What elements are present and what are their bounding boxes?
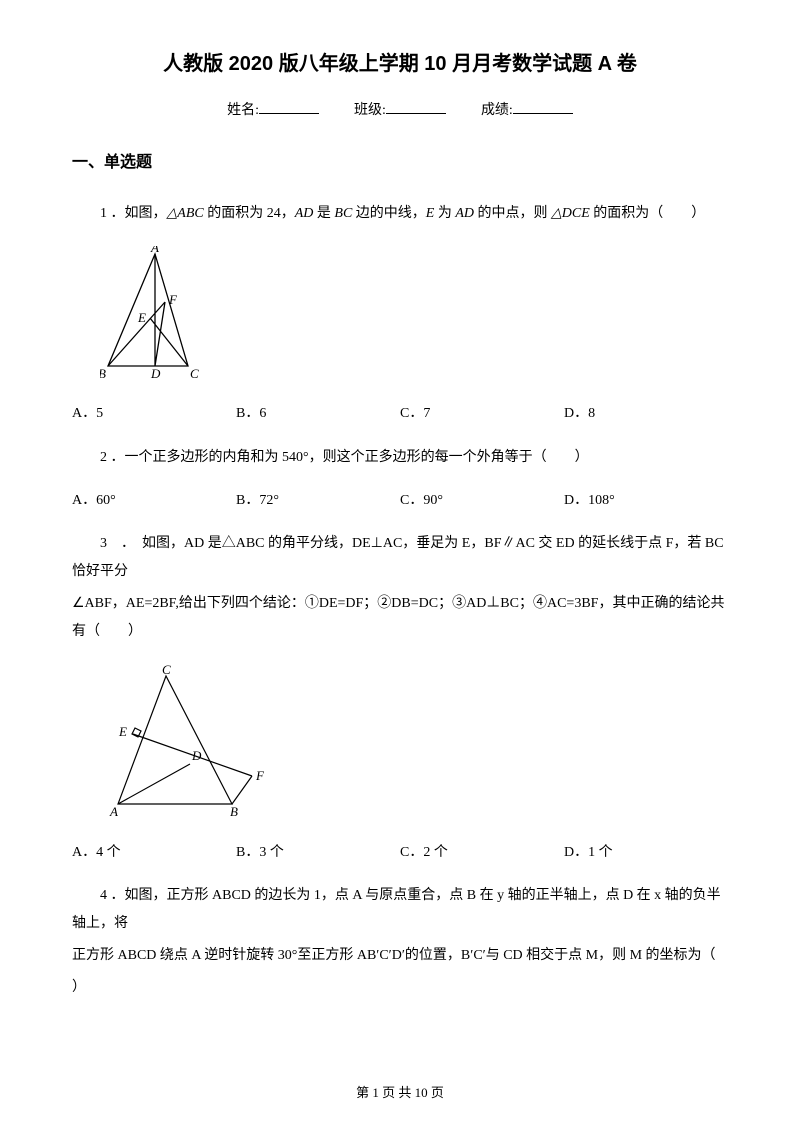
q2-opt-c: C．90° <box>400 490 564 512</box>
section-1-title: 一、单选题 <box>72 150 728 176</box>
q1-t4: 是 <box>313 206 334 221</box>
q1-dce: △DCE <box>551 206 590 221</box>
q1-t6: 边的中线， <box>352 206 426 221</box>
name-blank[interactable] <box>259 100 319 114</box>
question-1: 1 ．如图，△ABC 的面积为 24，AD 是 BC 边的中线，E 为 AD 的… <box>72 200 728 228</box>
svg-text:B: B <box>230 804 238 819</box>
question-4-line3: ） <box>72 974 728 1002</box>
q1-t8: 为 <box>434 206 455 221</box>
q2-opt-b: B．72° <box>236 490 400 512</box>
q1-opt-b: B．6 <box>236 403 400 425</box>
q3-figure: A B C E D F <box>100 664 728 827</box>
q1-ad2: AD <box>455 206 474 221</box>
q1-opt-d: D．8 <box>564 403 728 425</box>
q3-opt-a: A．4 个 <box>72 842 236 864</box>
question-3-line2: ∠ABF，AE=2BF,给出下列四个结论：①DE=DF；②DB=DC；③AD⊥B… <box>72 590 728 646</box>
q1-bc: BC <box>334 206 352 221</box>
q2-opt-a: A．60° <box>72 490 236 512</box>
score-blank[interactable] <box>513 100 573 114</box>
name-label: 姓名: <box>227 103 259 118</box>
svg-text:D: D <box>191 748 202 763</box>
page-footer: 第 1 页 共 10 页 <box>0 1083 800 1104</box>
q2-opt-d: D．108° <box>564 490 728 512</box>
q1-t10: 的中点，则 <box>474 206 551 221</box>
svg-text:E: E <box>118 724 127 739</box>
class-label: 班级: <box>354 103 386 118</box>
q1-prefix: 1 ．如图， <box>100 206 167 221</box>
q1-figure: A B D C E F <box>100 246 728 389</box>
question-2: 2 ．一个正多边形的内角和为 540°，则这个正多边形的每一个外角等于（ ） <box>72 444 728 472</box>
svg-text:C: C <box>162 664 171 677</box>
q3-opt-b: B．3 个 <box>236 842 400 864</box>
svg-text:F: F <box>255 768 265 783</box>
q1-options: A．5 B．6 C．7 D．8 <box>72 403 728 425</box>
svg-text:B: B <box>100 366 106 381</box>
q1-opt-c: C．7 <box>400 403 564 425</box>
q1-t2: 的面积为 24， <box>204 206 295 221</box>
q1-t12: 的面积为（ ） <box>590 206 706 221</box>
student-info-line: 姓名: 班级: 成绩: <box>72 100 728 122</box>
q1-abc: △ABC <box>167 206 204 221</box>
page-title: 人教版 2020 版八年级上学期 10 月月考数学试题 A 卷 <box>72 48 728 80</box>
q1-opt-a: A．5 <box>72 403 236 425</box>
question-4-line2: 正方形 ABCD 绕点 A 逆时针旋转 30°至正方形 AB′C′D′的位置，B… <box>72 942 728 970</box>
svg-text:F: F <box>168 292 178 307</box>
q3-opt-c: C．2 个 <box>400 842 564 864</box>
svg-text:A: A <box>150 246 159 255</box>
question-4-line1: 4 ．如图，正方形 ABCD 的边长为 1，点 A 与原点重合，点 B 在 y … <box>72 882 728 938</box>
svg-text:D: D <box>150 366 161 381</box>
svg-text:A: A <box>109 804 118 819</box>
q2-options: A．60° B．72° C．90° D．108° <box>72 490 728 512</box>
question-3-line1: 3 ． 如图，AD 是△ABC 的角平分线，DE⊥AC，垂足为 E，BF∥AC … <box>72 530 728 586</box>
svg-text:C: C <box>190 366 199 381</box>
q3-options: A．4 个 B．3 个 C．2 个 D．1 个 <box>72 842 728 864</box>
score-label: 成绩: <box>481 103 513 118</box>
q1-ad: AD <box>295 206 314 221</box>
class-blank[interactable] <box>386 100 446 114</box>
svg-text:E: E <box>137 310 146 325</box>
q3-opt-d: D．1 个 <box>564 842 728 864</box>
